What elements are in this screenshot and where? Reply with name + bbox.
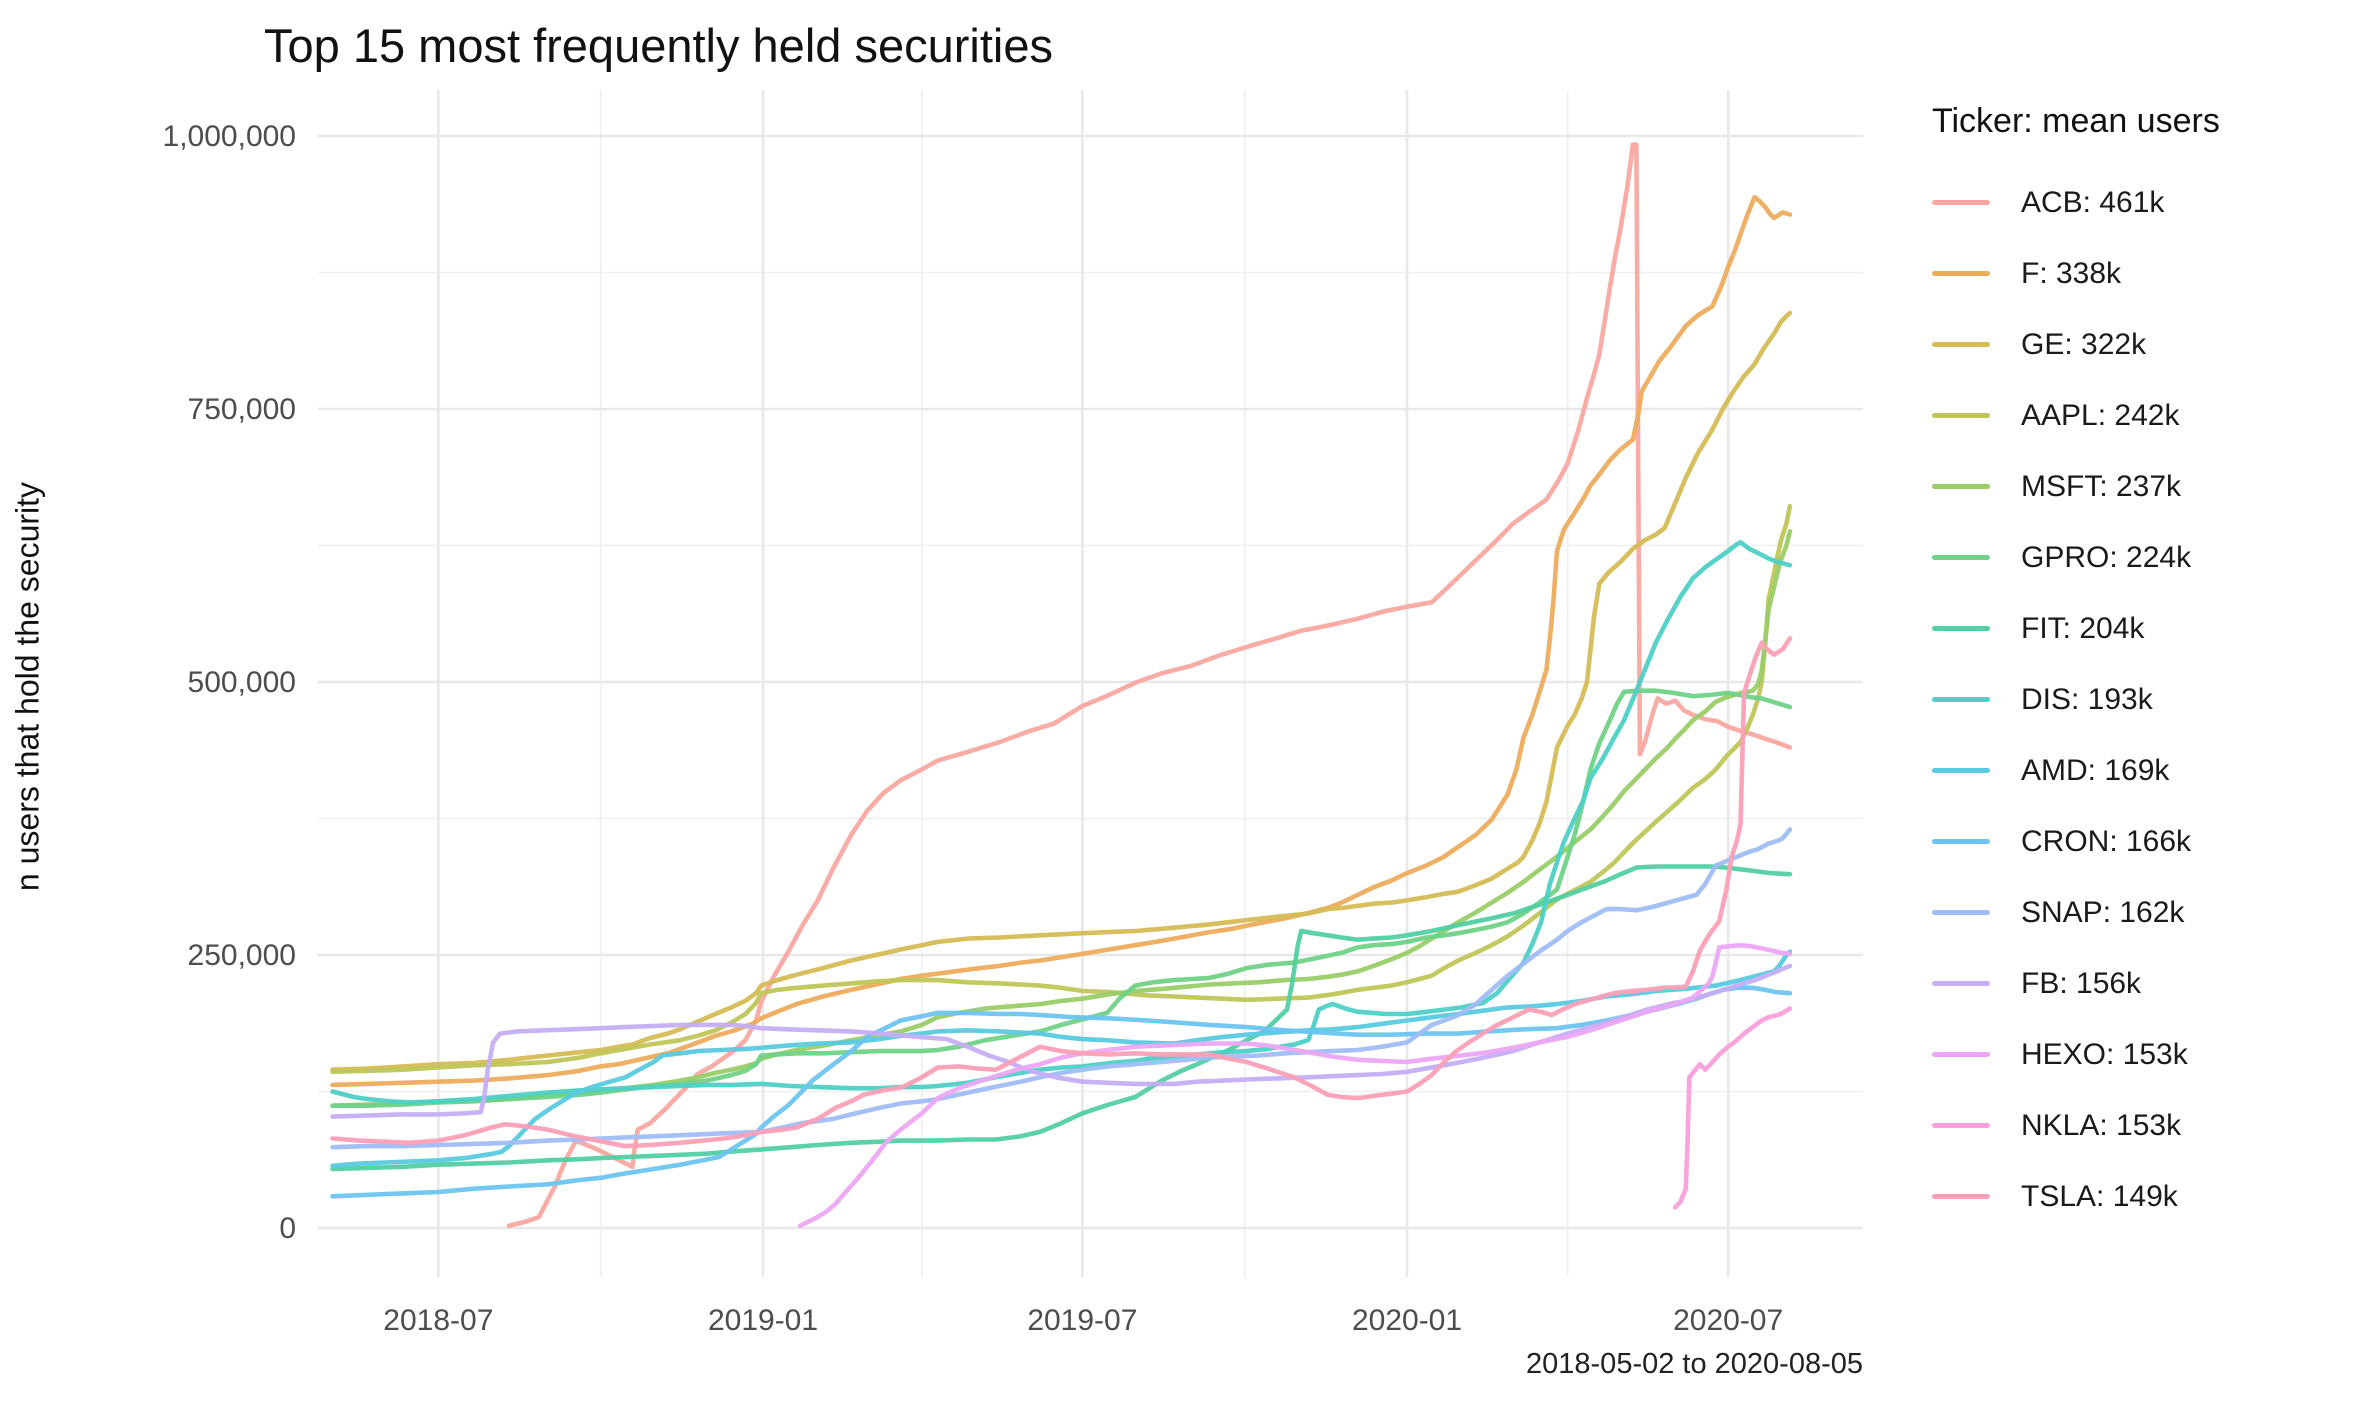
legend-swatch-FIT xyxy=(1932,626,1990,631)
legend-title: Ticker: mean users xyxy=(1932,102,2220,140)
series-line-FIT xyxy=(330,864,1793,1172)
legend-item-GE: GE: 322k xyxy=(1932,309,2352,380)
series-line-NKLA xyxy=(1672,1006,1793,1210)
legend-item-DIS: DIS: 193k xyxy=(1932,664,2352,735)
legend-label-TSLA: TSLA: 149k xyxy=(2021,1179,2178,1213)
legend-item-F: F: 338k xyxy=(1932,238,2352,309)
y-tick-label-250000: 250,000 xyxy=(188,939,296,972)
legend-item-TSLA: TSLA: 149k xyxy=(1932,1161,2352,1232)
series-line-GE xyxy=(330,310,1793,1072)
legend-label-HEXO: HEXO: 153k xyxy=(2021,1037,2188,1071)
legend-swatch-DIS xyxy=(1932,697,1990,702)
legend-label-AAPL: AAPL: 242k xyxy=(2021,398,2180,432)
series-line-DIS xyxy=(330,539,1793,1105)
legend-item-FB: FB: 156k xyxy=(1932,948,2352,1019)
legend-swatch-ACB xyxy=(1932,200,1990,205)
series-line-AAPL xyxy=(330,503,1793,1075)
legend-label-FIT: FIT: 204k xyxy=(2021,611,2145,645)
legend-swatch-NKLA xyxy=(1932,1123,1990,1128)
y-tick-label-0: 0 xyxy=(279,1212,296,1245)
legend-swatch-HEXO xyxy=(1932,1052,1990,1057)
legend-swatch-SNAP xyxy=(1932,910,1990,915)
legend-swatch-MSFT xyxy=(1932,484,1990,489)
legend-item-SNAP: SNAP: 162k xyxy=(1932,877,2352,948)
legend-swatch-FB xyxy=(1932,981,1990,986)
legend-item-HEXO: HEXO: 153k xyxy=(1932,1019,2352,1090)
y-tick-label-750000: 750,000 xyxy=(188,393,296,426)
legend-swatch-CRON xyxy=(1932,839,1990,844)
series-line-FB xyxy=(330,963,1793,1119)
legend-label-AMD: AMD: 169k xyxy=(2021,753,2170,787)
series-line-GPRO xyxy=(330,688,1793,1108)
legend-label-GPRO: GPRO: 224k xyxy=(2021,540,2192,574)
legend-label-FB: FB: 156k xyxy=(2021,966,2142,1000)
legend-items: ACB: 461k F: 338k GE: 322k AAPL: 242k MSFT: … xyxy=(1932,167,2352,1232)
legend-swatch-TSLA xyxy=(1932,1194,1990,1199)
x-tick-label-2019-01: 2019-01 xyxy=(708,1304,818,1337)
legend-label-MSFT: MSFT: 237k xyxy=(2021,469,2182,503)
legend-label-CRON: CRON: 166k xyxy=(2021,824,2192,858)
chart-title: Top 15 most frequently held securities xyxy=(264,19,1053,72)
series-line-MSFT xyxy=(330,528,1793,1108)
y-tick-label-1000000: 1,000,000 xyxy=(163,120,296,153)
series-line-F xyxy=(330,194,1793,1088)
legend-item-AMD: AMD: 169k xyxy=(1932,735,2352,806)
legend-item-CRON: CRON: 166k xyxy=(1932,806,2352,877)
y-tick-label-500000: 500,000 xyxy=(188,666,296,699)
legend-label-GE: GE: 322k xyxy=(2021,327,2147,361)
date-range-caption: 2018-05-02 to 2020-08-05 xyxy=(1526,1348,1863,1380)
legend-item-FIT: FIT: 204k xyxy=(1932,593,2352,664)
legend-item-AAPL: AAPL: 242k xyxy=(1932,380,2352,451)
x-tick-label-2020-07: 2020-07 xyxy=(1673,1304,1783,1337)
legend-swatch-F xyxy=(1932,271,1990,276)
legend-item-MSFT: MSFT: 237k xyxy=(1932,451,2352,522)
y-axis-title: n users that hold the security xyxy=(9,481,46,892)
legend-item-NKLA: NKLA: 153k xyxy=(1932,1090,2352,1161)
x-tick-label-2018-07: 2018-07 xyxy=(383,1304,493,1337)
legend-swatch-GE xyxy=(1932,342,1990,347)
series-line-SNAP xyxy=(330,827,1793,1150)
legend-label-ACB: ACB: 461k xyxy=(2021,185,2165,219)
legend-swatch-AMD xyxy=(1932,768,1990,773)
legend-item-GPRO: GPRO: 224k xyxy=(1932,522,2352,593)
x-tick-label-2020-01: 2020-01 xyxy=(1352,1304,1462,1337)
legend-swatch-AAPL xyxy=(1932,413,1990,418)
legend-label-NKLA: NKLA: 153k xyxy=(2021,1108,2182,1142)
series-line-ACB xyxy=(506,142,1793,1229)
legend-label-DIS: DIS: 193k xyxy=(2021,682,2153,716)
series-line-HEXO xyxy=(797,942,1793,1229)
legend-swatch-GPRO xyxy=(1932,555,1990,560)
legend-label-F: F: 338k xyxy=(2021,256,2122,290)
x-tick-label-2019-07: 2019-07 xyxy=(1027,1304,1137,1337)
series-line-TSLA xyxy=(330,635,1793,1149)
legend-label-SNAP: SNAP: 162k xyxy=(2021,895,2185,929)
legend: Ticker: mean users ACB: 461k F: 338k GE: 3… xyxy=(1932,102,2352,1232)
legend-item-ACB: ACB: 461k xyxy=(1932,167,2352,238)
